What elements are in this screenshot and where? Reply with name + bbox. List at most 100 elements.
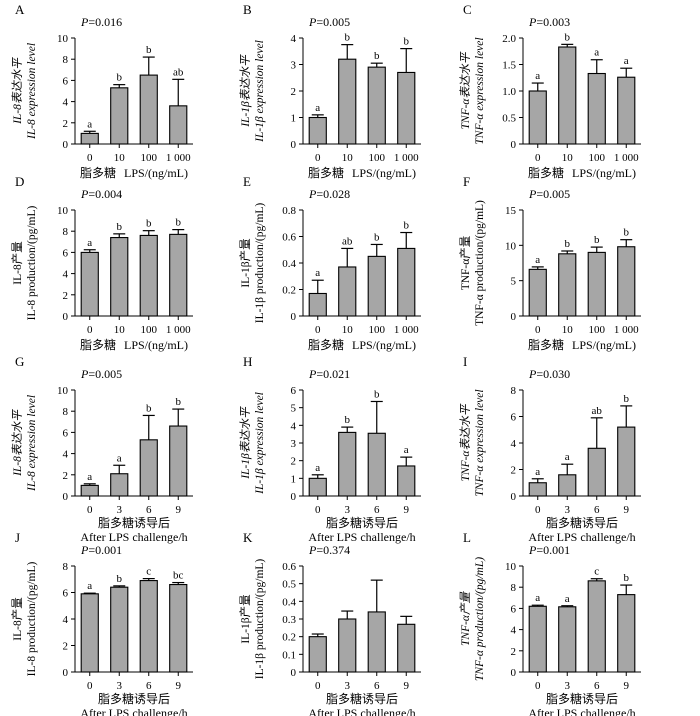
significance-label: b bbox=[565, 238, 571, 250]
bar-1 bbox=[80, 593, 99, 673]
bar-2 bbox=[558, 253, 577, 317]
x-tick-label: 10 bbox=[562, 152, 574, 164]
y-tick-label: 10 bbox=[505, 561, 517, 573]
panel-letter: E bbox=[243, 174, 251, 189]
y-tick-label: 4 bbox=[63, 269, 69, 281]
x-axis-label-cn: 脂多糖诱导后 bbox=[546, 691, 618, 706]
p-value: P=0.005 bbox=[528, 187, 570, 201]
significance-label: c bbox=[594, 566, 599, 578]
y-axis-label-en: IL-8 production/(pg/mL) bbox=[26, 206, 38, 321]
bar-3 bbox=[367, 66, 386, 145]
x-tick-label: 9 bbox=[404, 504, 410, 516]
bar-1 bbox=[308, 116, 327, 145]
y-axis-label-cn: IL-1β产量 bbox=[238, 594, 252, 643]
y-tick-label: 1 bbox=[291, 113, 297, 125]
x-tick-label: 6 bbox=[594, 680, 600, 692]
y-tick-label: 6 bbox=[63, 75, 69, 87]
x-tick-label: 0 bbox=[535, 504, 541, 516]
x-tick-label: 10 bbox=[562, 324, 574, 336]
y-axis-label-cn: IL-1β表达水平 bbox=[239, 54, 252, 128]
bar-3 bbox=[587, 447, 606, 497]
bar-2 bbox=[338, 618, 357, 673]
x-axis-label-cn: 脂多糖诱导后 bbox=[98, 691, 170, 706]
significance-label: b bbox=[117, 72, 123, 84]
y-tick-label: 8 bbox=[63, 226, 69, 238]
y-tick-label: 0.3 bbox=[282, 614, 296, 626]
p-value: P=0.374 bbox=[308, 543, 350, 557]
y-axis-label-cn: TNF-α产量 bbox=[458, 236, 472, 291]
significance-label: ab bbox=[173, 66, 184, 78]
significance-label: b bbox=[345, 414, 351, 426]
bar-2 bbox=[558, 606, 577, 673]
bar-4 bbox=[169, 583, 188, 673]
panel-letter: B bbox=[243, 2, 252, 17]
y-tick-label: 0.1 bbox=[282, 649, 296, 661]
y-tick-label: 2 bbox=[63, 641, 69, 653]
x-tick-label: 10 bbox=[114, 324, 126, 336]
significance-label: a bbox=[87, 118, 92, 130]
x-tick-label: 1 000 bbox=[166, 152, 191, 164]
y-axis-label-cn: TNF-α产量 bbox=[459, 591, 472, 646]
y-tick-label: 5 bbox=[511, 276, 517, 288]
y-tick-label: 6 bbox=[63, 427, 69, 439]
panel-i: I P=0.030 0 2 4 6 8 0 a 3 a 6 ab 9 b TNF-α表达水平 TNF-α exp… bbox=[459, 354, 641, 544]
y-axis-label-cn: TNF-α表达水平 bbox=[459, 403, 472, 481]
y-tick-label: 8 bbox=[511, 582, 517, 594]
bar-4 bbox=[397, 247, 416, 317]
y-tick-label: 10 bbox=[57, 33, 69, 45]
x-tick-label: 100 bbox=[589, 324, 606, 336]
panel-k: K P=0.374 0 0.1 0.2 0.3 0.4 0.5 0.6 0 3 6 9 IL-1β产量 IL… bbox=[238, 530, 421, 716]
y-axis-label-en: IL-1β expression level bbox=[254, 40, 266, 143]
y-tick-label: 0.6 bbox=[282, 561, 296, 573]
y-tick-label: 0 bbox=[511, 491, 517, 503]
bar-2 bbox=[338, 58, 357, 145]
significance-label: b bbox=[624, 393, 630, 405]
significance-label: a bbox=[87, 237, 92, 249]
y-tick-label: 2 bbox=[291, 456, 297, 468]
x-tick-label: 3 bbox=[117, 680, 123, 692]
panel-h: H P=0.021 0 1 2 3 4 5 6 0 a 3 b 6 b 9 a IL-1β表达水平 IL-1β ex… bbox=[239, 354, 421, 544]
bar-2 bbox=[558, 474, 577, 497]
y-tick-label: 0 bbox=[291, 311, 297, 323]
panel-c: C P=0.003 0 0.5 1.0 1.5 2.0 0 a 10 b 100 a 1 000 a TNF-… bbox=[459, 2, 641, 180]
bar-3 bbox=[139, 234, 158, 317]
bar-2 bbox=[338, 431, 357, 497]
y-tick-label: 0 bbox=[291, 667, 297, 679]
y-tick-label: 4 bbox=[63, 614, 69, 626]
bar-1 bbox=[528, 268, 547, 317]
significance-label: a bbox=[404, 444, 409, 456]
significance-label: b bbox=[624, 227, 630, 239]
y-tick-label: 0 bbox=[63, 311, 69, 323]
y-tick-label: 0.2 bbox=[282, 285, 296, 297]
panel-letter: J bbox=[15, 530, 20, 545]
panel-f: F P=0.005 0 5 10 15 0 a 10 b 100 b 1 000 b TNF-α产量 TNF-… bbox=[458, 174, 641, 352]
bar-1 bbox=[80, 251, 99, 317]
panel-letter: H bbox=[243, 354, 252, 369]
bar-4 bbox=[169, 233, 188, 317]
y-axis-label-en: IL-1β production/(pg/mL) bbox=[254, 559, 266, 680]
p-value: P=0.001 bbox=[80, 543, 122, 557]
significance-label: b bbox=[624, 572, 630, 584]
panel-letter: C bbox=[463, 2, 472, 17]
bar-3 bbox=[139, 74, 158, 145]
y-tick-label: 0.4 bbox=[282, 258, 296, 270]
y-tick-label: 6 bbox=[63, 588, 69, 600]
x-tick-label: 6 bbox=[594, 504, 600, 516]
significance-label: b bbox=[594, 234, 600, 246]
y-axis-label-cn: TNF-α表达水平 bbox=[459, 51, 472, 129]
significance-label: b bbox=[176, 217, 182, 229]
bar-2 bbox=[110, 473, 129, 497]
p-value: P=0.028 bbox=[308, 187, 350, 201]
bar-4 bbox=[397, 465, 416, 497]
bar-1 bbox=[80, 484, 99, 497]
x-tick-label: 6 bbox=[374, 680, 380, 692]
x-axis-label-en: After LPS challenge/h bbox=[80, 706, 187, 716]
p-value: P=0.005 bbox=[308, 15, 350, 29]
y-tick-label: 6 bbox=[291, 385, 297, 397]
y-axis-label-en: TNF-α production/(pg/mL) bbox=[474, 200, 486, 326]
y-axis-label-en: TNF-α expression level bbox=[474, 37, 486, 144]
x-tick-label: 3 bbox=[345, 680, 351, 692]
y-axis-label-cn: IL-1β表达水平 bbox=[239, 406, 252, 480]
